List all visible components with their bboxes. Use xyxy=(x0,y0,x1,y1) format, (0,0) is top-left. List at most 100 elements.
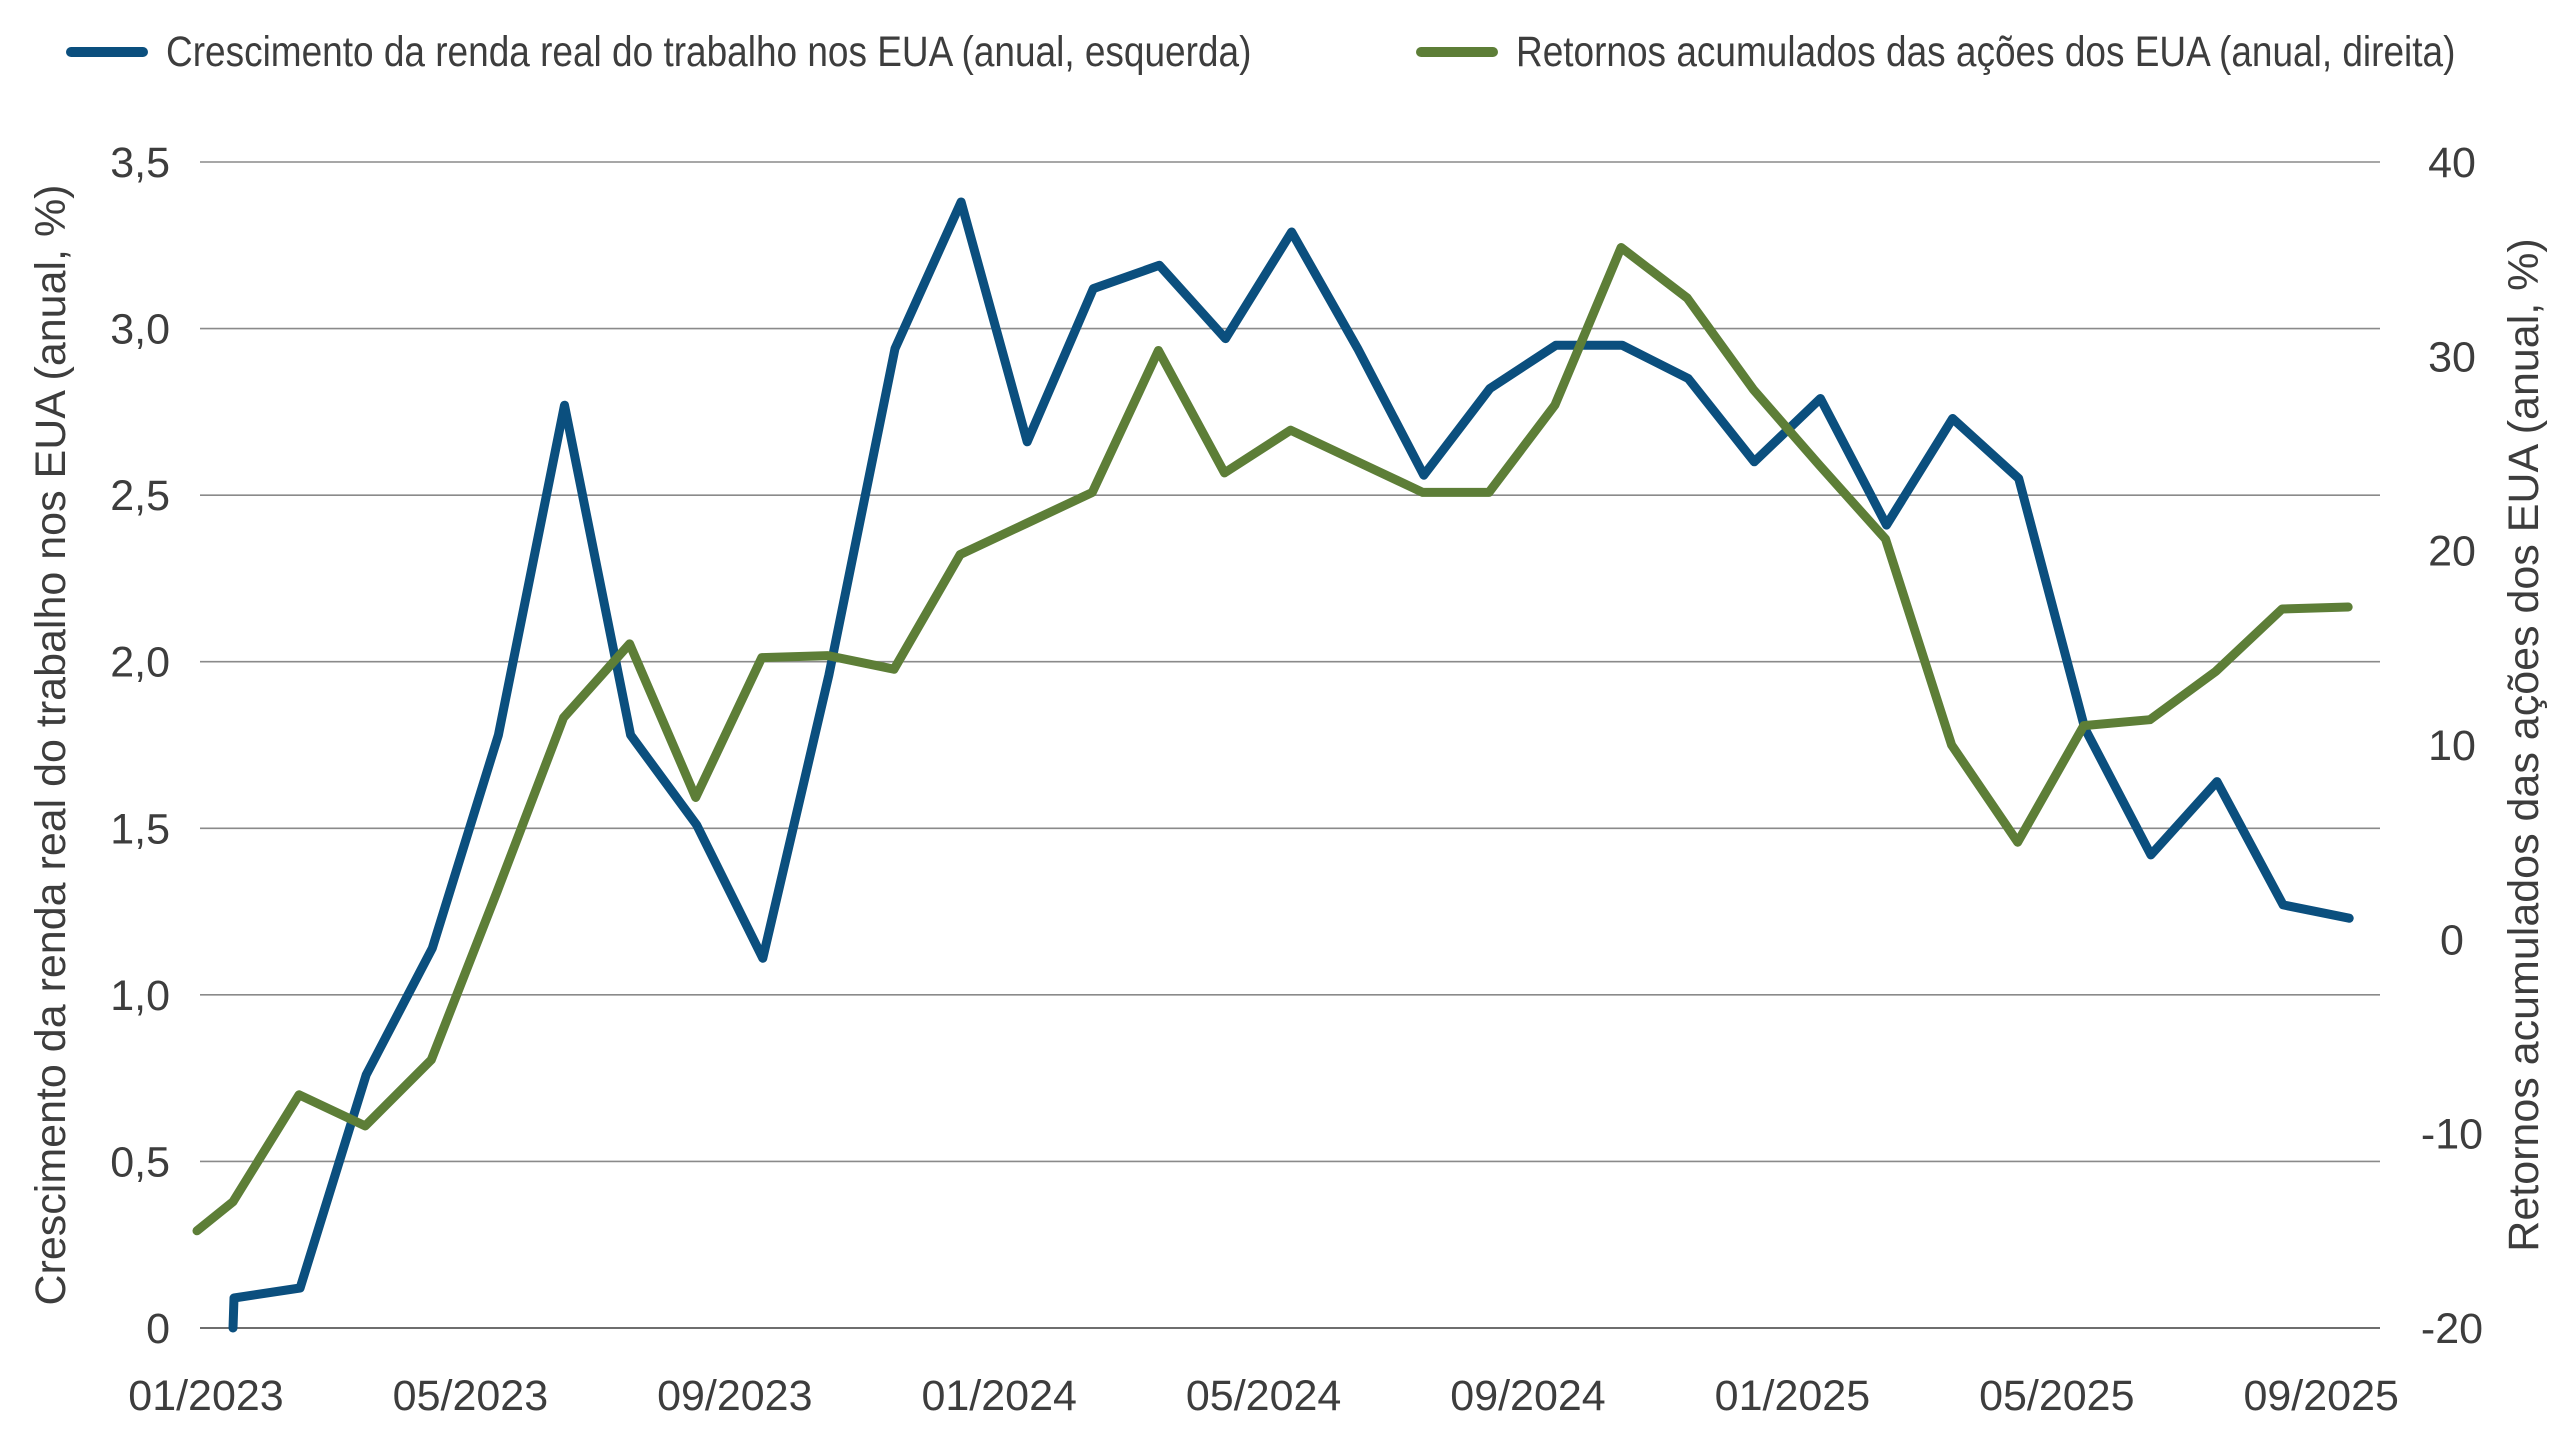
data-point-labor-income xyxy=(627,732,633,738)
y-right-tick-label: -10 xyxy=(2421,1111,2483,1159)
y-right-tick-label: -20 xyxy=(2421,1305,2483,1353)
y-left-axis-title: Crescimento da renda real do trabalho no… xyxy=(27,184,75,1305)
data-point-stock-returns xyxy=(428,1057,434,1063)
y-left-tick-label: 1,0 xyxy=(110,972,170,1020)
data-point-stock-returns xyxy=(1288,427,1294,433)
y-left-tick-label: 3,5 xyxy=(110,139,170,187)
data-point-stock-returns xyxy=(1618,245,1624,251)
data-point-stock-returns xyxy=(1552,402,1558,408)
legend-label-stock-returns: Retornos acumulados das ações dos EUA (a… xyxy=(1516,27,2456,76)
data-point-stock-returns xyxy=(1023,520,1029,526)
y-left-tick-label: 0 xyxy=(146,1305,170,1353)
data-point-stock-returns xyxy=(2279,606,2285,612)
y-right-tick-label: 30 xyxy=(2428,333,2476,381)
x-tick-label: 05/2024 xyxy=(1186,1372,1341,1420)
data-point-labor-income xyxy=(2015,475,2021,481)
data-point-labor-income xyxy=(2345,915,2351,921)
data-point-stock-returns xyxy=(1486,489,1492,495)
y-right-axis-title: Retornos acumulados das ações dos EUA (a… xyxy=(2500,238,2548,1251)
data-point-labor-income xyxy=(891,346,897,352)
x-tick-label: 09/2023 xyxy=(657,1372,812,1420)
data-point-stock-returns xyxy=(2081,723,2087,729)
data-point-labor-income xyxy=(1750,459,1756,465)
data-point-stock-returns xyxy=(2213,668,2219,674)
data-point-stock-returns xyxy=(1750,386,1756,392)
y-left-tick-label: 0,5 xyxy=(110,1138,170,1186)
data-point-stock-returns xyxy=(230,1199,236,1205)
data-point-labor-income xyxy=(1155,262,1161,268)
data-point-stock-returns xyxy=(693,794,699,800)
data-point-labor-income xyxy=(1552,342,1558,348)
data-point-labor-income xyxy=(1883,522,1889,528)
legend-swatch-stock-returns xyxy=(1416,47,1498,57)
data-point-stock-returns xyxy=(2147,717,2153,723)
data-point-labor-income xyxy=(1222,336,1228,342)
x-tick-label: 05/2023 xyxy=(393,1372,548,1420)
data-point-stock-returns xyxy=(1354,458,1360,464)
data-point-labor-income xyxy=(494,732,500,738)
data-point-labor-income xyxy=(2279,902,2285,908)
x-tick-label: 01/2025 xyxy=(1715,1372,1870,1420)
series-line-stock-returns xyxy=(192,243,2353,1236)
series-line-labor-income xyxy=(228,197,2354,1333)
data-point-stock-returns xyxy=(759,655,765,661)
data-point-labor-income xyxy=(759,955,765,961)
legend-item-stock-returns: Retornos acumulados das ações dos EUA (a… xyxy=(1416,22,2560,82)
y-right-tick-label: 40 xyxy=(2428,139,2476,187)
gridlines xyxy=(200,161,2380,1329)
data-point-labor-income xyxy=(1618,342,1624,348)
data-point-stock-returns xyxy=(1816,462,1822,468)
chart-legend: Crescimento da renda real do trabalho no… xyxy=(0,22,2560,82)
legend-label-labor-income: Crescimento da renda real do trabalho no… xyxy=(166,27,1252,76)
x-tick-label: 09/2024 xyxy=(1450,1372,1605,1420)
data-point-stock-returns xyxy=(1089,489,1095,495)
data-point-stock-returns xyxy=(494,888,500,894)
legend-item-labor-income: Crescimento da renda real do trabalho no… xyxy=(66,22,1428,82)
data-point-stock-returns xyxy=(1949,742,1955,748)
data-point-stock-returns xyxy=(891,666,897,672)
y-left-tick-label: 2,0 xyxy=(110,639,170,687)
data-point-labor-income xyxy=(1354,346,1360,352)
data-point-stock-returns xyxy=(1684,295,1690,301)
data-point-labor-income xyxy=(1816,396,1822,402)
data-point-labor-income xyxy=(230,1295,236,1301)
data-point-labor-income xyxy=(1486,386,1492,392)
data-point-stock-returns xyxy=(825,653,831,659)
y-left-tick-label: 1,5 xyxy=(110,805,170,853)
x-tick-label: 01/2024 xyxy=(921,1372,1076,1420)
x-tick-label: 09/2025 xyxy=(2243,1372,2398,1420)
data-point-labor-income xyxy=(825,672,831,678)
y-right-tick-label: 20 xyxy=(2428,528,2476,576)
data-point-labor-income xyxy=(1949,416,1955,422)
x-tick-label: 05/2025 xyxy=(1979,1372,2134,1420)
data-point-stock-returns xyxy=(561,715,567,721)
data-point-labor-income xyxy=(428,945,434,951)
y-left-tick-label: 3,0 xyxy=(110,306,170,354)
data-point-stock-returns xyxy=(2345,604,2351,610)
data-point-labor-income xyxy=(1089,286,1095,292)
y-right-tick-label: 0 xyxy=(2440,916,2464,964)
data-point-stock-returns xyxy=(296,1092,302,1098)
x-tick-label: 01/2023 xyxy=(128,1372,283,1420)
legend-swatch-labor-income xyxy=(66,47,148,57)
data-point-labor-income xyxy=(1684,376,1690,382)
data-point-stock-returns xyxy=(1155,348,1161,354)
data-point-stock-returns xyxy=(2015,839,2021,845)
data-point-stock-returns xyxy=(627,641,633,647)
data-point-labor-income xyxy=(296,1285,302,1291)
data-point-labor-income xyxy=(561,402,567,408)
data-point-labor-income xyxy=(1023,439,1029,445)
y-right-tick-label: 10 xyxy=(2428,722,2476,770)
data-point-labor-income xyxy=(1420,472,1426,478)
data-point-stock-returns xyxy=(1420,489,1426,495)
data-point-stock-returns xyxy=(957,552,963,558)
data-point-labor-income xyxy=(693,822,699,828)
y-left-tick-label: 2,5 xyxy=(110,472,170,520)
data-point-stock-returns xyxy=(362,1123,368,1129)
data-point-labor-income xyxy=(1288,229,1294,235)
data-point-labor-income xyxy=(2213,779,2219,785)
data-point-stock-returns xyxy=(1883,536,1889,542)
data-point-labor-income xyxy=(2147,852,2153,858)
data-point-stock-returns xyxy=(1222,470,1228,476)
